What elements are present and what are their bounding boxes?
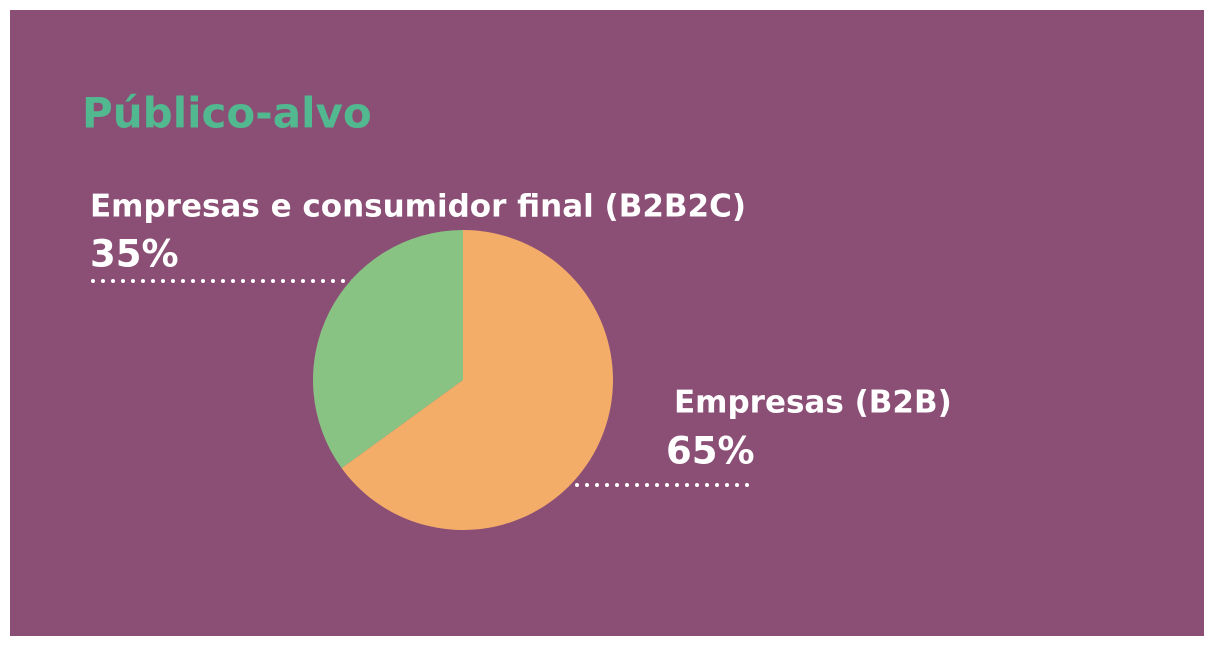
slice-label: Empresas e consumidor final (B2B2C) [90,189,746,225]
pie-slice [341,230,614,531]
pie-slice [313,230,463,469]
panel [10,10,1204,636]
pie [313,230,614,531]
chart-title: Público-alvo [82,89,372,138]
slice-label: Empresas (B2B) [674,385,952,421]
slice-value: 35% [90,233,179,276]
slice-value: 65% [666,430,755,473]
